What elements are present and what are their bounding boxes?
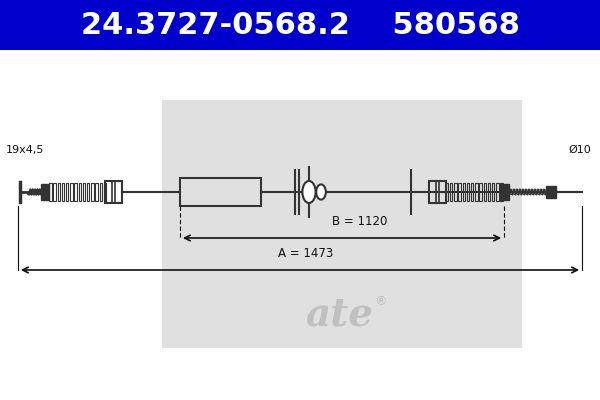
Bar	[83, 183, 85, 201]
Bar	[100, 183, 102, 201]
Bar	[66, 183, 68, 201]
Ellipse shape	[302, 181, 316, 203]
Bar	[501, 184, 509, 200]
Bar	[58, 183, 60, 201]
Bar	[450, 183, 452, 201]
Bar	[70, 183, 73, 201]
Bar	[162, 100, 522, 348]
Bar	[496, 183, 499, 201]
Bar	[429, 181, 446, 203]
Bar	[488, 183, 490, 201]
Bar	[479, 183, 482, 201]
Bar	[467, 183, 469, 201]
Bar	[49, 183, 52, 201]
Bar	[484, 183, 486, 201]
Text: 19x4,5: 19x4,5	[6, 145, 44, 155]
Bar	[463, 183, 465, 201]
Bar	[0, 0, 600, 50]
Bar	[471, 183, 473, 201]
Bar	[546, 186, 556, 198]
Text: Ø10: Ø10	[568, 145, 591, 155]
Bar	[41, 184, 49, 200]
Text: B = 1120: B = 1120	[332, 215, 388, 228]
Bar	[180, 178, 261, 206]
Bar	[500, 183, 503, 201]
Bar	[446, 183, 448, 201]
Bar	[105, 181, 122, 203]
Text: A = 1473: A = 1473	[278, 247, 334, 260]
Bar	[53, 183, 56, 201]
Bar	[79, 183, 81, 201]
Bar	[475, 183, 478, 201]
Bar	[104, 183, 106, 201]
Text: ate: ate	[305, 295, 373, 333]
Ellipse shape	[316, 184, 326, 200]
Text: 24.3727-0568.2    580568: 24.3727-0568.2 580568	[80, 11, 520, 40]
Bar	[95, 183, 98, 201]
Bar	[87, 183, 89, 201]
Bar	[492, 183, 494, 201]
Bar	[74, 183, 77, 201]
Bar	[62, 183, 64, 201]
Text: ®: ®	[375, 296, 387, 308]
Bar	[91, 183, 94, 201]
Bar	[454, 183, 457, 201]
Bar	[458, 183, 461, 201]
